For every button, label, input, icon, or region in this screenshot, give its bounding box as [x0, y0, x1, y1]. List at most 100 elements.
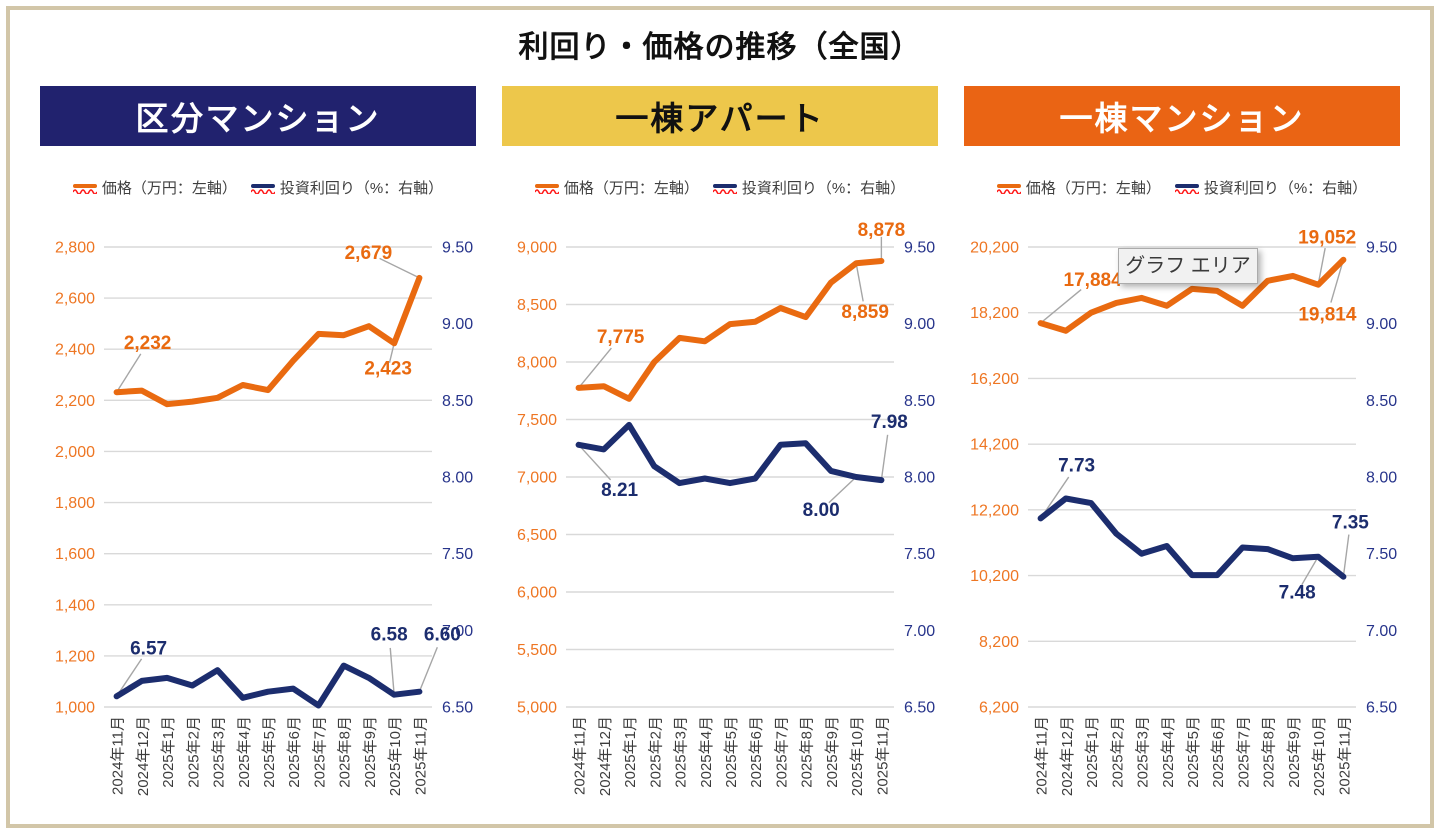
- left-axis-tick: 1,200: [55, 648, 95, 665]
- left-axis-tick: 5,000: [517, 700, 557, 717]
- price-line-swatch: [534, 183, 559, 188]
- annotation-leader-line: [828, 476, 857, 504]
- left-axis-tick: 14,200: [970, 437, 1019, 454]
- data-point-label: 8.21: [601, 480, 638, 501]
- annotation-leader-line: [1342, 534, 1350, 577]
- data-point-label: 19,814: [1298, 305, 1357, 326]
- legend-label-yield: 投資利回り（%：右軸）: [741, 179, 906, 197]
- x-axis-label: 2024年12月: [1059, 716, 1076, 796]
- left-axis-tick: 8,000: [517, 355, 557, 372]
- price-series-line: [575, 258, 885, 402]
- panel-header-kubun-mansion: 区分マンション: [40, 86, 476, 146]
- x-axis-label: 2025年4月: [236, 716, 253, 788]
- x-axis-label: 2025年9月: [824, 716, 841, 788]
- page-title: 利回り・価格の推移（全国）: [518, 31, 922, 64]
- right-axis-tick: 9.50: [904, 240, 935, 257]
- right-axis-tick: 9.00: [1366, 316, 1397, 333]
- data-point-label: 2,423: [364, 358, 412, 379]
- right-axis-tick: 9.50: [442, 240, 473, 257]
- spellcheck-squiggle-icon: [1174, 188, 1199, 194]
- left-axis-tick: 6,000: [517, 585, 557, 602]
- x-axis-label: 2025年2月: [647, 716, 664, 788]
- yield-series-line: [575, 421, 885, 487]
- chart-itto-mansion[interactable]: 20,200 18,200 16,200 14,200 12,200 10,200 8,20…: [964, 220, 1400, 820]
- x-axis-label: 2025年4月: [698, 716, 715, 788]
- chart-wrap: 20,200 18,200 16,200 14,200 12,200 10,200 8,20…: [964, 220, 1400, 820]
- data-point-label: 2,232: [124, 333, 172, 354]
- left-axis-tick: 1,800: [55, 495, 95, 512]
- spellcheck-squiggle-icon: [534, 188, 559, 194]
- left-axis-tick: 18,200: [970, 305, 1019, 322]
- data-point-label: 7.35: [1332, 513, 1369, 534]
- x-axis-label: 2025年8月: [1261, 716, 1278, 788]
- legend-label-yield: 投資利回り（%：右軸）: [1203, 179, 1368, 197]
- right-axis-tick: 8.50: [442, 393, 473, 410]
- x-axis-label: 2025年4月: [1160, 716, 1177, 788]
- annotation-leader-line: [1301, 556, 1319, 586]
- annotation-leader-line: [578, 444, 612, 481]
- chart-wrap: 9,000 8,500 8,000 7,500 7,000 6,500 6,000 5,500…: [502, 220, 938, 820]
- annotation-leader-line: [116, 658, 143, 697]
- right-axis-tick: 6.50: [1366, 700, 1397, 717]
- x-axis-label: 2025年2月: [185, 716, 202, 788]
- left-axis-tick: 6,200: [979, 700, 1019, 717]
- yield-series-line: [1037, 495, 1347, 580]
- panel-itto-mansion: 一棟マンション 価格（万円：左軸） 投資利回り（%：右軸） 20,200 18,2…: [964, 86, 1400, 820]
- legend-label-yield: 投資利回り（%：右軸）: [279, 179, 444, 197]
- x-axis-label: 2025年9月: [362, 716, 379, 788]
- annotation-leader-line: [1317, 247, 1326, 285]
- legend-label-price: 価格（万円：左軸）: [563, 179, 699, 197]
- right-axis-tick: 6.50: [442, 700, 473, 717]
- x-axis-label: 2025年1月: [622, 716, 639, 788]
- data-point-label: 8,878: [858, 220, 906, 241]
- right-axis-tick: 7.00: [1366, 623, 1397, 640]
- right-axis-tick: 9.00: [904, 316, 935, 333]
- left-axis-tick: 16,200: [970, 371, 1019, 388]
- annotation-leader-line: [116, 353, 142, 393]
- x-axis-label: 2025年5月: [1185, 716, 1202, 788]
- legend-label-price: 価格（万円：左軸）: [1025, 179, 1161, 197]
- x-axis-label: 2025年1月: [1084, 716, 1101, 788]
- price-series-line: [113, 274, 423, 408]
- chart-wrap: 2,800 2,600 2,400 2,200 2,000 1,800 1,600 1,400…: [40, 220, 476, 820]
- legend: 価格（万円：左軸） 投資利回り（%：右軸）: [502, 176, 938, 198]
- annotation-leader-line: [389, 647, 395, 695]
- x-axis-label: 2024年11月: [572, 716, 589, 795]
- data-point-label: 2,679: [345, 243, 393, 264]
- x-axis-label: 2024年12月: [135, 716, 152, 796]
- x-axis-label: 2025年8月: [799, 716, 816, 788]
- annotation-leader-line: [388, 343, 395, 364]
- x-axis-label: 2025年3月: [673, 716, 690, 788]
- annotation-leader-line: [880, 434, 889, 481]
- legend-item-price: 価格（万円：左軸）: [534, 177, 699, 198]
- annotation-leader-line: [1040, 289, 1082, 324]
- left-axis-tick: 1,400: [55, 597, 95, 614]
- legend-item-price: 価格（万円：左軸）: [996, 177, 1161, 198]
- annotation-leader-line: [418, 646, 438, 692]
- legend-item-yield: 投資利回り（%：右軸）: [712, 177, 906, 198]
- data-point-label: 7.98: [871, 412, 908, 433]
- left-axis-tick: 2,600: [55, 291, 95, 308]
- right-axis-tick: 8.00: [442, 470, 473, 487]
- data-point-label: 17,884: [1064, 270, 1123, 291]
- left-axis-tick: 8,500: [517, 297, 557, 314]
- x-axis-label: 2024年11月: [110, 716, 127, 795]
- yield-series-line: [113, 662, 423, 709]
- x-axis-label: 2025年5月: [261, 716, 278, 788]
- legend: 価格（万円：左軸） 投資利回り（%：右軸）: [964, 176, 1400, 198]
- x-axis-label: 2025年2月: [1109, 716, 1126, 788]
- x-axis-label: 2025年6月: [748, 716, 765, 788]
- data-point-label: 8,859: [841, 302, 889, 323]
- left-axis-tick: 9,000: [517, 240, 557, 257]
- left-axis-tick: 2,400: [55, 342, 95, 359]
- right-axis-tick: 8.50: [1366, 393, 1397, 410]
- yield-line-swatch: [712, 183, 737, 188]
- right-axis-tick: 7.00: [904, 623, 935, 640]
- data-point-label: 7,775: [597, 327, 645, 348]
- chart-kubun-mansion[interactable]: 2,800 2,600 2,400 2,200 2,000 1,800 1,600 1,400…: [40, 220, 476, 820]
- price-line-swatch: [996, 183, 1021, 188]
- x-axis-label: 2025年7月: [311, 716, 328, 788]
- chart-itto-apart[interactable]: 9,000 8,500 8,000 7,500 7,000 6,500 6,000 5,500…: [502, 220, 938, 820]
- left-axis-tick: 20,200: [970, 240, 1019, 257]
- left-axis-tick: 10,200: [970, 568, 1019, 585]
